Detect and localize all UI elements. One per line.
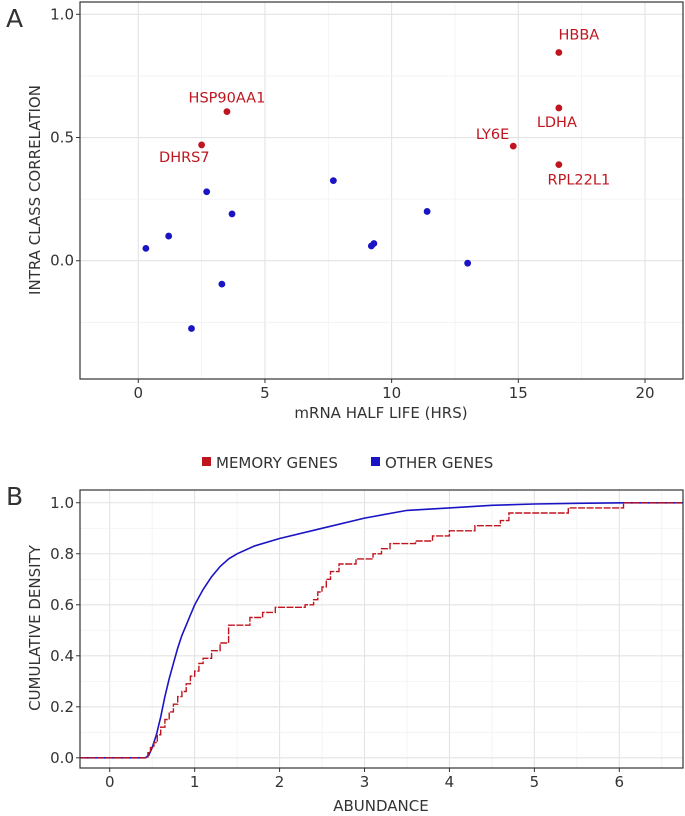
b-x-tick-label: 2 — [275, 773, 285, 791]
legend-other-label: OTHER GENES — [385, 454, 493, 472]
panel-a-plot-frame — [79, 1, 684, 380]
b-x-tick-label: 4 — [445, 773, 455, 791]
a-y-tick-label: 0.0 — [50, 252, 74, 270]
scatter-point — [509, 142, 517, 150]
gene-label: LDHA — [537, 115, 577, 131]
panel-a-scatter: 0 5 10 15 20 0.0 0.5 1.0 DHRS7 HSP90AA1 LY6E HBBA L… — [6, 1, 684, 422]
legend-other-swatch — [371, 457, 380, 466]
panel-b-label: B — [6, 482, 23, 511]
scatter-point — [423, 208, 431, 215]
gene-label: DHRS7 — [159, 150, 210, 166]
panel-a-label: A — [6, 4, 23, 33]
scatter-point — [203, 188, 211, 196]
a-x-tick-label: 15 — [509, 384, 528, 402]
b-y-tick-label: 0.8 — [50, 545, 74, 563]
scatter-point — [218, 280, 226, 288]
a-x-tick-label: 20 — [635, 384, 654, 402]
gene-label: RPL22L1 — [548, 173, 611, 189]
scatter-point — [165, 232, 173, 240]
panel-b-ticks: 0 1 2 3 4 5 6 0.0 0.2 0.4 0.6 0.8 1.0 — [50, 494, 624, 791]
b-x-tick-label: 1 — [190, 773, 200, 791]
scatter-point — [188, 325, 195, 332]
scatter-point — [142, 245, 150, 252]
scatter-point — [464, 259, 472, 267]
legend: MEMORY GENES OTHER GENES — [202, 454, 493, 472]
a-y-tick-label: 0.5 — [50, 129, 74, 147]
b-y-tick-label: 0.2 — [50, 698, 74, 716]
panel-a-points: DHRS7 HSP90AA1 LY6E HBBA LDHA RPL22L1 — [142, 28, 610, 332]
scatter-point — [198, 141, 206, 149]
panel-b-lines — [80, 502, 683, 759]
b-y-tick-label: 0.0 — [50, 749, 74, 767]
b-y-tick-label: 1.0 — [50, 494, 74, 512]
b-x-tick-label: 0 — [105, 773, 115, 791]
gene-label: HBBA — [558, 28, 599, 44]
b-y-tick-label: 0.6 — [50, 596, 74, 614]
scatter-point — [555, 104, 563, 112]
b-x-tick-label: 6 — [615, 773, 625, 791]
panel-b-y-axis-label: CUMULATIVE DENSITY — [26, 544, 44, 711]
panel-b-cdf: 0 1 2 3 4 5 6 0.0 0.2 0.4 0.6 0.8 1.0 B ABUNDANCE CU… — [6, 482, 684, 815]
a-y-tick-label: 1.0 — [50, 5, 74, 23]
panel-b-plot-frame — [79, 489, 684, 769]
scatter-point — [555, 49, 563, 56]
panel-a-ticks: 0 5 10 15 20 0.0 0.5 1.0 — [50, 5, 654, 402]
b-y-tick-label: 0.4 — [50, 647, 74, 665]
b-x-tick-label: 5 — [530, 773, 540, 791]
legend-memory-swatch — [202, 457, 211, 466]
scatter-point — [329, 177, 337, 185]
gene-label: HSP90AA1 — [189, 91, 266, 107]
gene-label: LY6E — [476, 127, 509, 143]
a-x-tick-label: 10 — [382, 384, 401, 402]
scatter-point — [370, 240, 378, 247]
a-x-tick-label: 0 — [133, 384, 143, 402]
panel-b-gridlines — [80, 490, 683, 768]
other-genes-cdf-line — [80, 502, 683, 759]
a-x-tick-label: 5 — [260, 384, 270, 402]
panel-a-x-axis-label: mRNA HALF LIFE (HRS) — [294, 404, 467, 422]
scatter-point — [228, 210, 236, 218]
memory-genes-cdf-line — [80, 502, 683, 759]
panel-b-x-axis-label: ABUNDANCE — [333, 797, 428, 815]
scatter-point — [223, 108, 231, 116]
legend-memory-label: MEMORY GENES — [216, 454, 338, 472]
scatter-point — [555, 161, 563, 169]
b-x-tick-label: 3 — [360, 773, 370, 791]
panel-a-y-axis-label: INTRA CLASS CORRELATION — [26, 85, 44, 295]
panel-a-gridlines — [80, 2, 683, 379]
